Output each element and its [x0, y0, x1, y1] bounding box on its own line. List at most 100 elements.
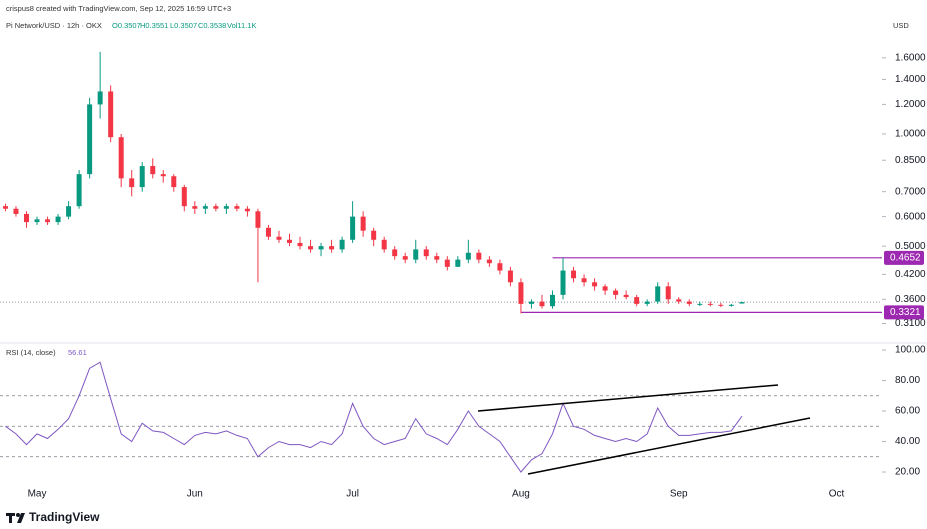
- candle-body: [234, 206, 240, 209]
- ohlc-header: O0.3507 H0.3551 L0.3507 C0.3538 Vol11.1K: [112, 21, 256, 30]
- candle-body: [423, 249, 429, 257]
- candle-body: [223, 206, 229, 209]
- y-tick-label: 1.2000: [895, 99, 926, 110]
- candle-body: [150, 166, 156, 175]
- y-tick-label: 0.8500: [895, 155, 926, 166]
- candle-body: [13, 208, 19, 214]
- candle-body: [634, 297, 640, 304]
- candle-body: [613, 290, 619, 295]
- candle-body: [676, 299, 682, 302]
- candle-body: [550, 294, 555, 307]
- candle-body: [465, 252, 471, 260]
- candle-body: [139, 166, 145, 188]
- candle-body: [486, 259, 492, 264]
- symbol-title: Pi Network/USD · 12h · OKX: [6, 21, 102, 30]
- candle-body: [455, 259, 461, 267]
- y-tick-label: 0.3100: [895, 318, 926, 329]
- x-tick-label: Jun: [187, 489, 203, 500]
- candle-body: [45, 219, 51, 223]
- candle-body: [244, 208, 250, 212]
- x-tick-label: Jul: [346, 489, 359, 500]
- candle-body: [592, 282, 598, 287]
- x-tick-label: Aug: [512, 489, 530, 500]
- level-label-box: [884, 305, 924, 320]
- candle-body: [697, 303, 703, 305]
- y-tick-label: 60.00: [895, 406, 920, 417]
- candle-body: [371, 230, 377, 240]
- candle-body: [528, 301, 534, 304]
- candle-body: [381, 239, 387, 250]
- candle-body: [265, 227, 271, 237]
- candle-body: [97, 91, 103, 105]
- logo-part: [9, 513, 12, 523]
- x-tick-label: Oct: [829, 489, 845, 500]
- candle-body: [287, 239, 292, 243]
- candle-body: [444, 259, 450, 267]
- candle-body: [181, 187, 187, 207]
- ohlc-value: C0.3538: [198, 21, 226, 30]
- currency: USD: [893, 21, 909, 30]
- candle-body: [276, 236, 282, 240]
- candle-body: [297, 242, 303, 247]
- candle-body: [213, 206, 219, 209]
- candle-body: [560, 270, 566, 295]
- candle-body: [66, 206, 72, 217]
- candle-body: [402, 256, 408, 260]
- candle-body: [644, 301, 650, 304]
- candle-body: [434, 256, 440, 260]
- candle-body: [108, 91, 114, 138]
- y-tick-label: 0.7000: [895, 186, 926, 197]
- candle-body: [392, 249, 398, 257]
- ohlc-value: H0.3551: [140, 21, 168, 30]
- candle-body: [76, 174, 82, 207]
- credit: crispus8 created with TradingView.com, S…: [6, 4, 231, 13]
- candle-body: [539, 301, 545, 307]
- candle-body: [728, 304, 734, 306]
- candle-body: [318, 246, 324, 250]
- candle-body: [255, 211, 261, 228]
- y-tick-label: 40.00: [895, 436, 920, 447]
- rsi-line: [5, 361, 743, 473]
- candle-body: [87, 104, 93, 175]
- candle-body: [476, 252, 482, 260]
- level-label: 0.4652: [890, 252, 921, 263]
- candle-body: [171, 176, 177, 188]
- ohlc-value: Vol11.1K: [227, 21, 256, 30]
- rsi-title: RSI (14, close): [6, 348, 56, 357]
- candle-body: [308, 246, 314, 250]
- candle-body: [24, 213, 29, 223]
- candle-body: [360, 216, 366, 231]
- candle-body: [518, 282, 524, 304]
- candle-body: [623, 294, 629, 298]
- candle-body: [413, 249, 419, 260]
- candle-body: [602, 286, 608, 291]
- candle-body: [507, 270, 513, 283]
- y-tick-label: 0.6000: [895, 211, 926, 222]
- y-tick-label: 0.4200: [895, 269, 926, 280]
- level-label-box: [884, 250, 924, 265]
- y-tick-label: 100.00: [895, 345, 926, 356]
- candle-body: [665, 286, 671, 300]
- y-tick-label: 1.6000: [895, 52, 926, 63]
- candle-body: [55, 216, 61, 223]
- rsi-value: 56.61: [68, 348, 87, 357]
- trend-line: [477, 384, 779, 412]
- candle-body: [329, 246, 335, 250]
- brand-logo: [6, 513, 25, 523]
- candle-body: [202, 206, 208, 209]
- candle-body: [34, 219, 40, 223]
- candle-body: [718, 304, 724, 306]
- plot: 1.6000 1.4000 1.2000 1.0000 0.8500 0.7000 0.60…: [0, 51, 926, 500]
- candle-body: [707, 303, 713, 305]
- candle-body: [2, 206, 8, 209]
- ohlc-value: L0.3507: [170, 21, 197, 30]
- candle-body: [129, 178, 135, 188]
- candle-body: [339, 239, 345, 250]
- candle-body: [581, 278, 587, 283]
- candle-body: [192, 206, 198, 209]
- candle-body: [160, 174, 166, 177]
- y-tick-label: 80.00: [895, 375, 920, 386]
- y-tick-label: 20.00: [895, 467, 920, 478]
